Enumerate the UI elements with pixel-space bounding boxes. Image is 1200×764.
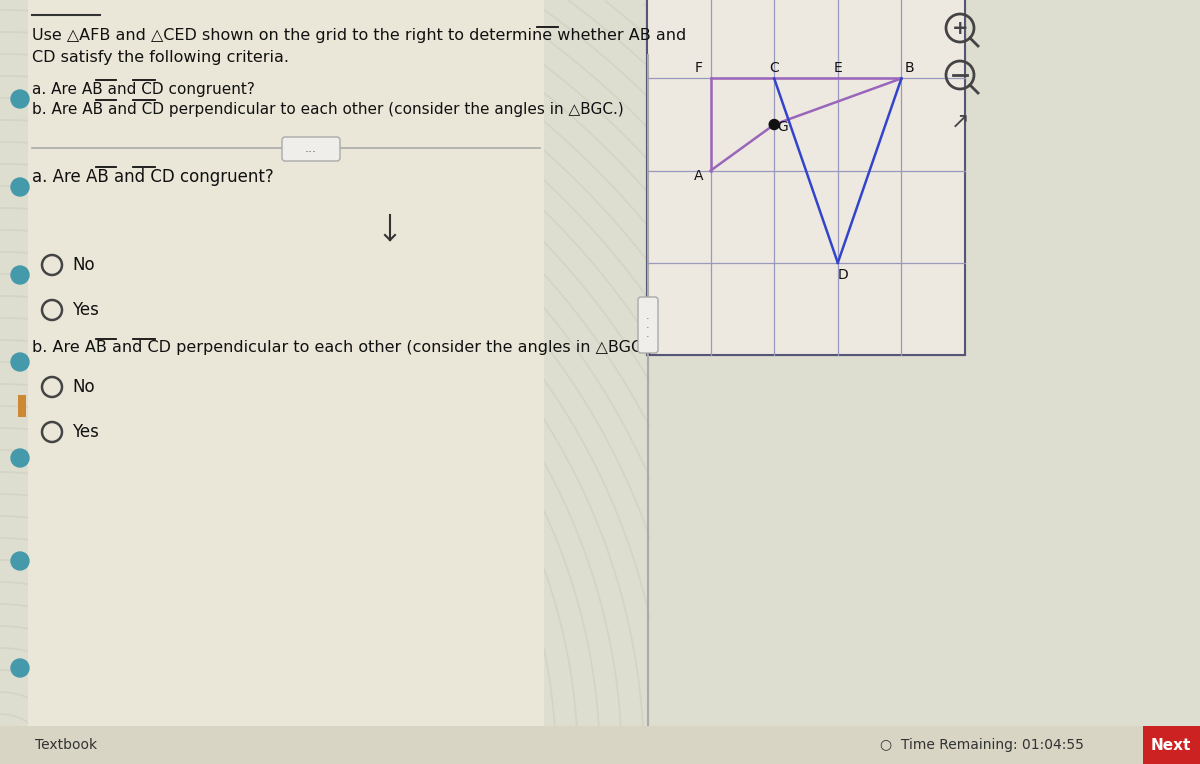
Text: .: . [646, 320, 650, 330]
Text: .: . [646, 311, 650, 321]
Circle shape [11, 266, 29, 284]
Text: No: No [72, 378, 95, 396]
FancyBboxPatch shape [282, 137, 340, 161]
FancyBboxPatch shape [0, 726, 1200, 764]
Text: No: No [72, 256, 95, 274]
Text: CD satisfy the following criteria.: CD satisfy the following criteria. [32, 50, 289, 65]
Circle shape [11, 449, 29, 467]
Text: a. Are AB and CD congruent?: a. Are AB and CD congruent? [32, 168, 274, 186]
Circle shape [11, 659, 29, 677]
Text: Textbook: Textbook [35, 738, 97, 752]
Text: D: D [838, 268, 848, 282]
Circle shape [769, 119, 779, 130]
Text: ...: ... [305, 143, 317, 156]
Text: b. Are AB and CD perpendicular to each other (consider the angles in △BGC.): b. Are AB and CD perpendicular to each o… [32, 340, 654, 355]
Text: C: C [769, 61, 779, 76]
FancyBboxPatch shape [28, 0, 544, 764]
Text: .: . [646, 329, 650, 339]
Text: Use △AFB and △CED shown on the grid to the right to determine whether AB and: Use △AFB and △CED shown on the grid to t… [32, 28, 686, 43]
Text: Yes: Yes [72, 423, 98, 441]
FancyBboxPatch shape [647, 0, 965, 355]
Text: B: B [905, 61, 914, 76]
Text: E: E [834, 61, 842, 76]
Circle shape [11, 90, 29, 108]
FancyBboxPatch shape [1142, 726, 1200, 764]
Text: a. Are AB and CD congruent?: a. Are AB and CD congruent? [32, 82, 254, 97]
Text: Next: Next [1151, 737, 1192, 753]
Text: Yes: Yes [72, 301, 98, 319]
Text: ↗: ↗ [950, 112, 970, 132]
Circle shape [11, 552, 29, 570]
Text: A: A [694, 169, 703, 183]
FancyBboxPatch shape [650, 0, 1200, 764]
Text: +: + [952, 18, 968, 37]
Text: ○  Time Remaining: 01:04:55: ○ Time Remaining: 01:04:55 [880, 738, 1084, 752]
FancyBboxPatch shape [18, 395, 26, 417]
Text: b. Are AB and CD perpendicular to each other (consider the angles in △BGC.): b. Are AB and CD perpendicular to each o… [32, 102, 624, 117]
Circle shape [11, 178, 29, 196]
FancyBboxPatch shape [647, 0, 965, 355]
Circle shape [11, 353, 29, 371]
Text: F: F [695, 61, 703, 76]
FancyBboxPatch shape [638, 297, 658, 353]
Text: G: G [776, 119, 787, 134]
